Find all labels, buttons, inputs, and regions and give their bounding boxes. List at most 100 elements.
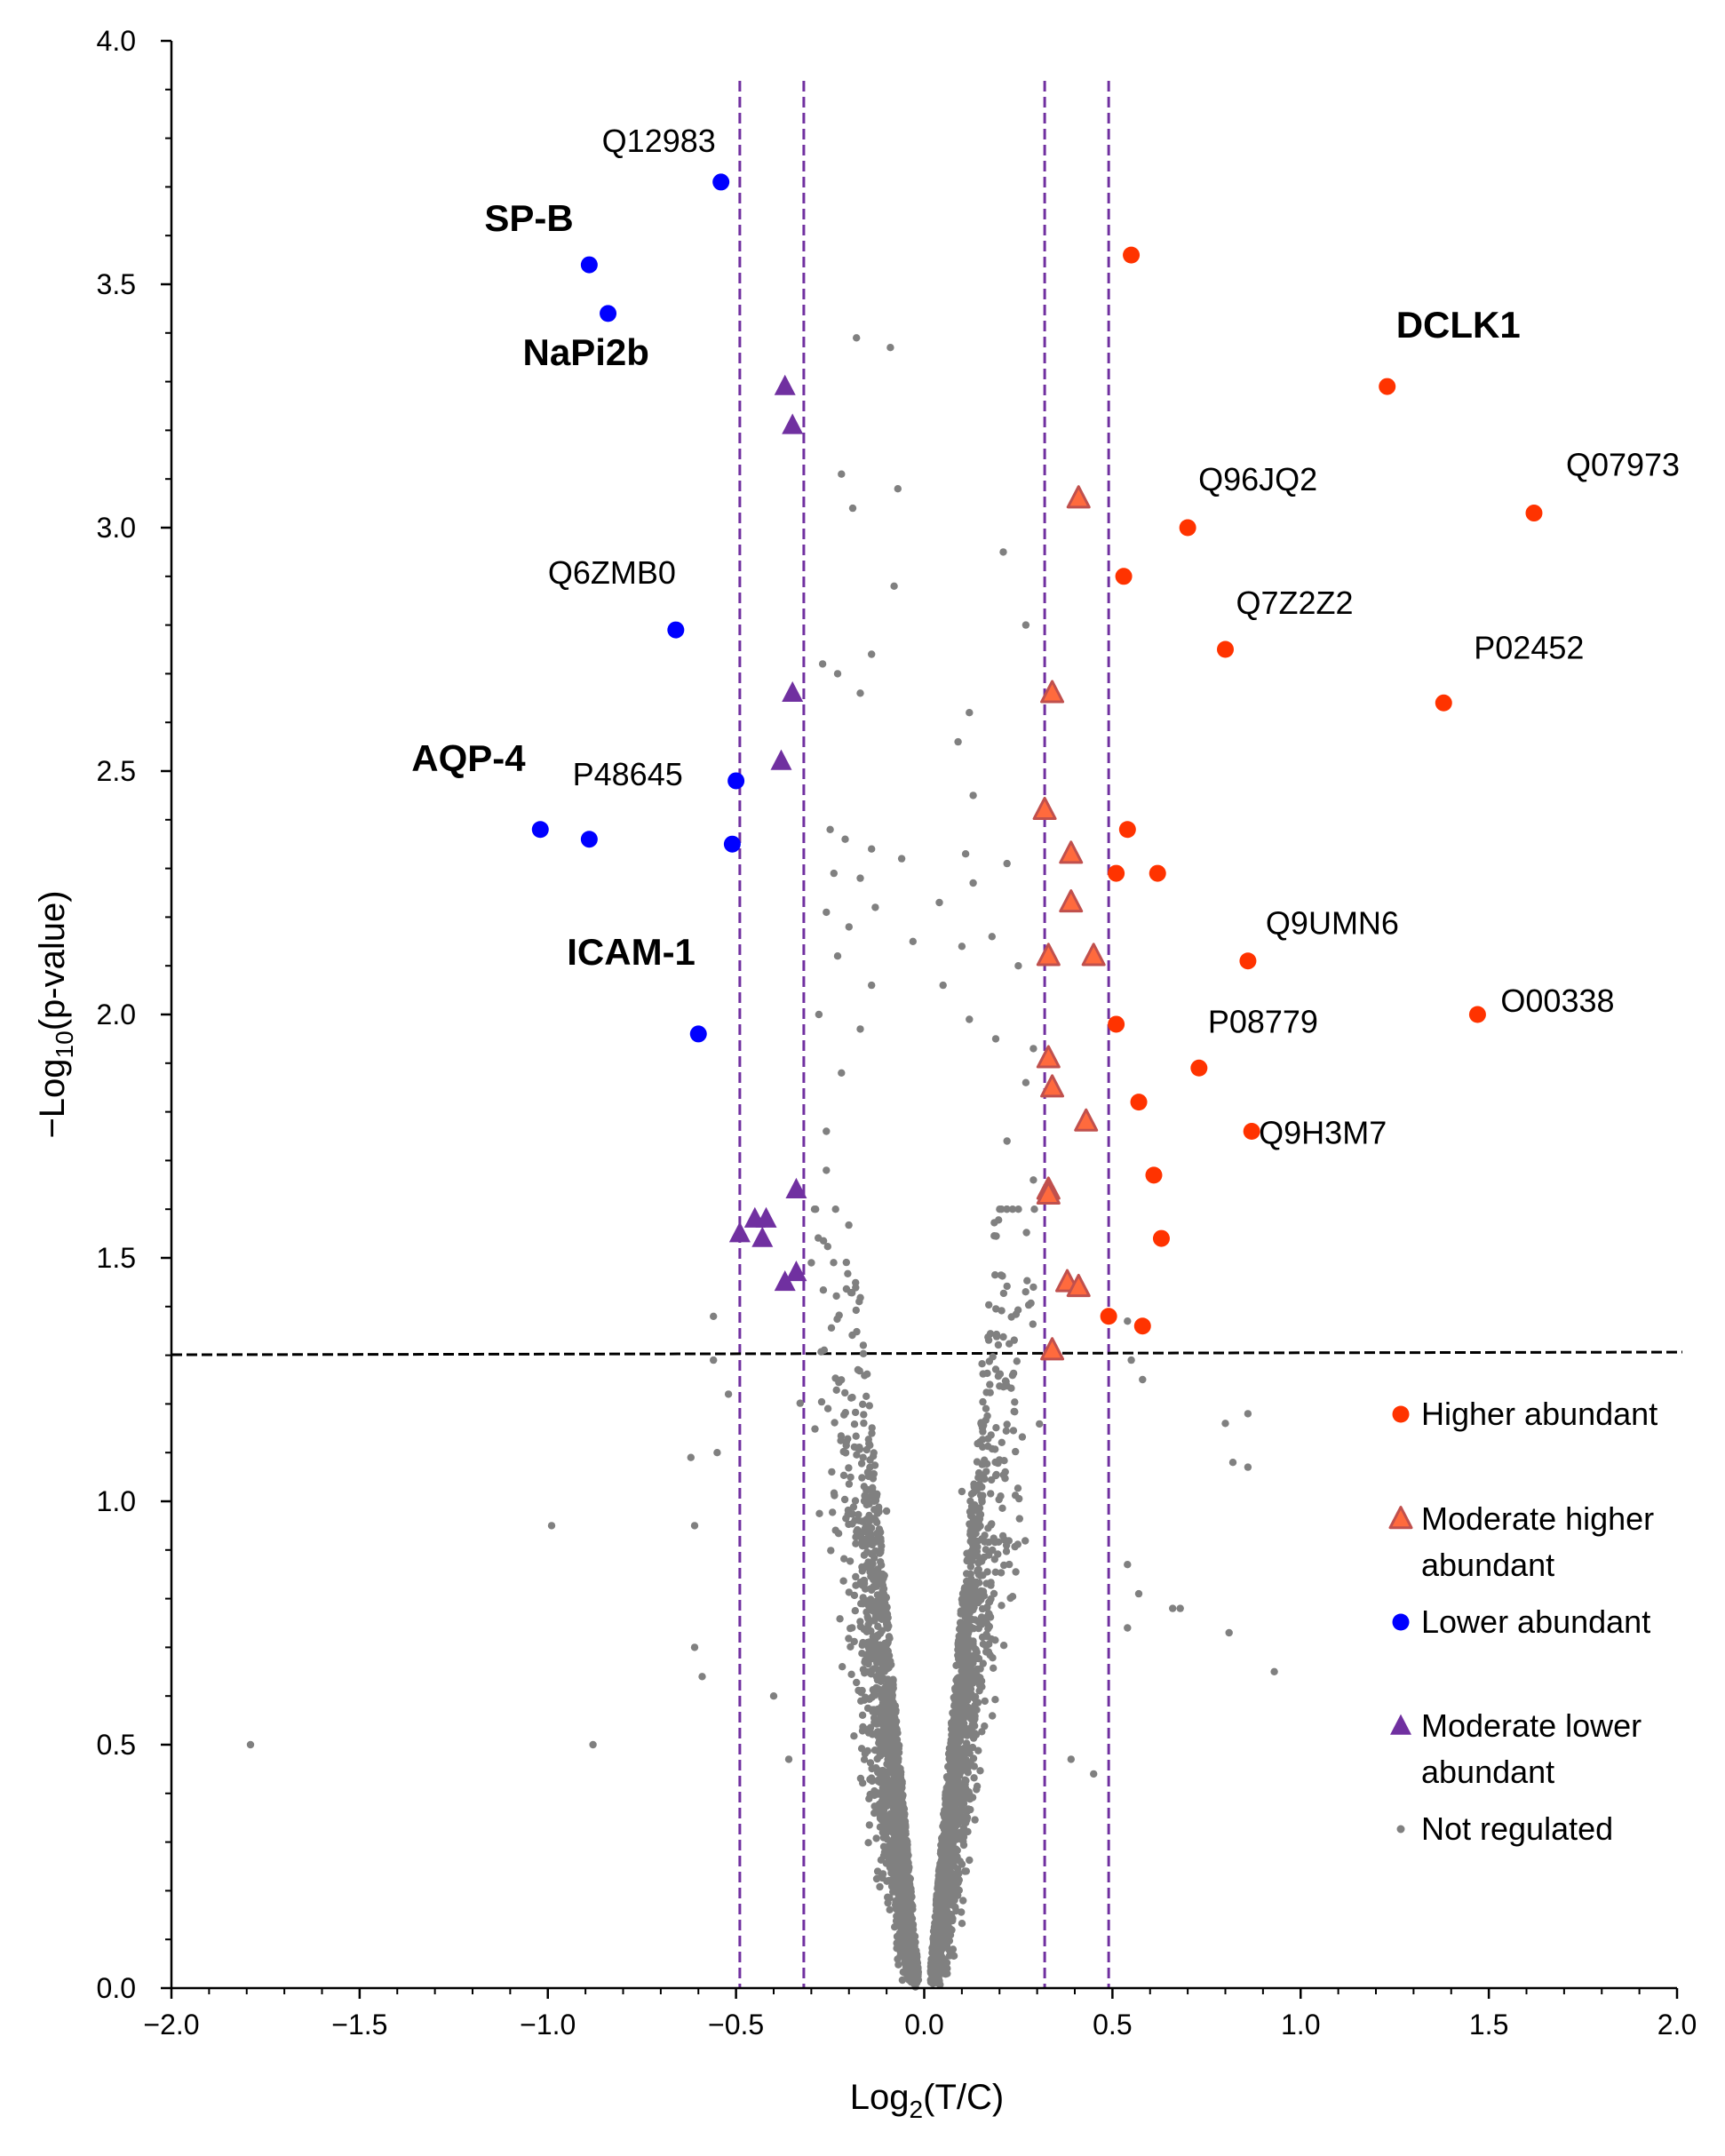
not-regulated-point bbox=[983, 1412, 991, 1420]
not-regulated-point bbox=[894, 1961, 902, 1969]
not-regulated-point bbox=[865, 1821, 873, 1829]
not-regulated-point bbox=[897, 855, 906, 863]
not-regulated-point bbox=[882, 1848, 890, 1857]
not-regulated-point bbox=[901, 1958, 909, 1967]
not-regulated-point bbox=[961, 850, 970, 858]
not-regulated-point bbox=[897, 1853, 905, 1861]
lower-abundant-point bbox=[531, 821, 549, 839]
not-regulated-point bbox=[1011, 1408, 1019, 1416]
moderate-higher-abundant-point bbox=[1040, 1337, 1065, 1361]
not-regulated-point bbox=[992, 1330, 1001, 1339]
not-regulated-point bbox=[999, 548, 1007, 556]
not-regulated-point bbox=[985, 1598, 993, 1606]
higher-abundant-point bbox=[1108, 864, 1125, 882]
not-regulated-point bbox=[974, 1699, 982, 1707]
not-regulated-point bbox=[856, 689, 864, 697]
point-label: P02452 bbox=[1474, 629, 1584, 665]
not-regulated-point bbox=[832, 1386, 840, 1395]
not-regulated-point bbox=[819, 1286, 828, 1294]
not-regulated-point bbox=[988, 1476, 996, 1484]
not-regulated-point bbox=[983, 1369, 991, 1378]
not-regulated-point bbox=[868, 1540, 877, 1549]
not-regulated-point bbox=[1244, 1410, 1252, 1418]
not-regulated-point bbox=[866, 1759, 875, 1767]
legend-lower-marker bbox=[1392, 1613, 1410, 1631]
moderate-higher-abundant-point bbox=[1059, 840, 1084, 864]
not-regulated-point bbox=[869, 1790, 878, 1798]
not-regulated-point bbox=[826, 825, 834, 833]
not-regulated-point bbox=[1244, 1463, 1252, 1471]
not-regulated-point bbox=[903, 1969, 911, 1978]
not-regulated-point bbox=[845, 1221, 853, 1229]
not-regulated-point bbox=[888, 1708, 896, 1716]
x-axis-label: Log2(T/C) bbox=[850, 2078, 1004, 2123]
not-regulated-point bbox=[896, 1948, 904, 1956]
not-regulated-point bbox=[871, 903, 879, 911]
not-regulated-point bbox=[974, 1518, 982, 1526]
not-regulated-point bbox=[1009, 1427, 1018, 1435]
not-regulated-point bbox=[894, 1757, 902, 1765]
not-regulated-point bbox=[964, 1651, 972, 1659]
point-labels: Q12983 SP-B NaPi2b Q6ZMB0 AQP-4 P48645 ICAM-1 D… bbox=[411, 123, 1680, 1151]
not-regulated-point bbox=[939, 1911, 947, 1919]
moderate-lower-abundant-point bbox=[774, 374, 796, 395]
not-regulated-point bbox=[963, 1741, 971, 1750]
lower-abundant-point bbox=[580, 256, 598, 274]
legend-label: abundant bbox=[1421, 1547, 1554, 1583]
not-regulated-point bbox=[987, 1490, 995, 1498]
not-regulated-point bbox=[876, 1814, 885, 1823]
not-regulated-point bbox=[873, 1707, 882, 1715]
not-regulated-point bbox=[899, 1888, 907, 1896]
moderate-higher-abundant-point bbox=[1036, 1045, 1061, 1069]
not-regulated-point bbox=[971, 1712, 979, 1720]
not-regulated-point bbox=[1134, 1589, 1143, 1598]
not-regulated-point bbox=[864, 1614, 872, 1623]
not-regulated-point bbox=[988, 933, 997, 941]
not-regulated-point bbox=[990, 1555, 999, 1563]
x-tick-label: −2.0 bbox=[143, 2009, 199, 2041]
not-regulated-point bbox=[965, 1748, 973, 1756]
not-regulated-point bbox=[848, 1289, 856, 1297]
not-regulated-point bbox=[893, 1742, 901, 1751]
not-regulated-point bbox=[874, 1685, 883, 1693]
y-tick-label: 0.0 bbox=[97, 1972, 136, 2004]
not-regulated-point bbox=[862, 1627, 871, 1636]
not-regulated-point bbox=[1000, 1457, 1008, 1465]
moderate-lower-abundant-point bbox=[755, 1206, 777, 1228]
not-regulated-point bbox=[866, 1668, 875, 1677]
not-regulated-point bbox=[960, 1625, 968, 1633]
not-regulated-point bbox=[724, 1390, 733, 1398]
y-tick-label: 1.0 bbox=[97, 1485, 136, 1517]
not-regulated-point bbox=[1003, 1420, 1011, 1428]
data-points bbox=[531, 173, 1543, 1361]
not-regulated-point bbox=[853, 1678, 861, 1687]
not-regulated-point bbox=[878, 1874, 886, 1882]
not-regulated-point bbox=[846, 1557, 855, 1565]
not-regulated-point bbox=[998, 1272, 1006, 1280]
not-regulated-point bbox=[953, 1716, 961, 1724]
point-label: P08779 bbox=[1208, 1003, 1318, 1039]
not-regulated-point bbox=[1029, 1176, 1037, 1184]
y-tick-label: 0.5 bbox=[97, 1729, 136, 1761]
not-regulated-point bbox=[840, 1495, 849, 1504]
not-regulated-point bbox=[979, 1471, 988, 1480]
not-regulated-point bbox=[1124, 1317, 1132, 1325]
not-regulated-point bbox=[884, 1898, 892, 1907]
not-regulated-point bbox=[848, 1624, 856, 1632]
not-regulated-point bbox=[975, 1593, 983, 1602]
not-regulated-point bbox=[841, 1388, 849, 1397]
not-regulated-point bbox=[992, 1232, 1000, 1240]
moderate-higher-abundant-point bbox=[1074, 1108, 1099, 1132]
not-regulated-point bbox=[971, 1816, 979, 1824]
not-regulated-point bbox=[970, 1480, 978, 1488]
not-regulated-point bbox=[884, 1769, 893, 1777]
not-regulated-point bbox=[858, 1474, 866, 1482]
not-regulated-point bbox=[957, 1699, 965, 1707]
not-regulated-point bbox=[994, 1341, 1003, 1349]
not-regulated-point bbox=[1124, 1624, 1132, 1632]
not-regulated-point bbox=[1003, 1282, 1011, 1291]
not-regulated-point bbox=[976, 1767, 984, 1775]
not-regulated-point bbox=[959, 1837, 967, 1845]
not-regulated-point bbox=[882, 1682, 891, 1691]
not-regulated-point bbox=[978, 1498, 986, 1506]
